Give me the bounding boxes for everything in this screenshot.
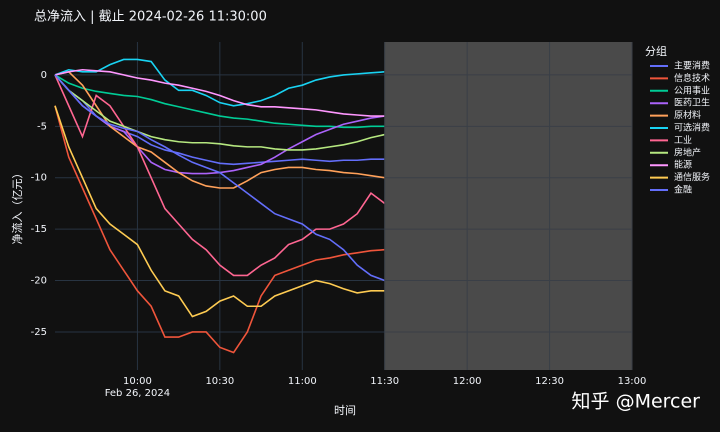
legend-label: 工业: [674, 135, 692, 146]
series-line: [54, 105, 385, 354]
x-tick-label: 12:00: [453, 376, 482, 387]
legend-label: 信息技术: [674, 72, 710, 84]
series-line: [54, 74, 386, 277]
y-axis-title: 净流入（亿元）: [10, 168, 24, 245]
legend-label: 能源: [674, 159, 692, 171]
legend-label: 可选消费: [674, 122, 710, 134]
watermark: 知乎 @Mercer: [572, 391, 701, 413]
series-line: [54, 58, 385, 107]
shaded-region: [384, 42, 632, 370]
y-tick-label: -10: [31, 173, 47, 184]
y-tick-label: -15: [31, 224, 47, 235]
x-date-label: Feb 26, 2024: [105, 388, 170, 399]
series-line: [54, 68, 385, 117]
x-tick-label: 11:30: [370, 376, 399, 387]
series-line: [54, 74, 385, 129]
legend-label: 房地产: [674, 146, 701, 158]
y-tick-label: 0: [41, 70, 47, 81]
legend-label: 医药卫生: [674, 97, 710, 109]
series-line: [54, 74, 385, 282]
chart-title: 总净流入 | 截止 2024-02-26 11:30:00: [34, 10, 267, 25]
y-tick-label: -5: [37, 121, 47, 132]
legend-label: 原材料: [674, 109, 701, 121]
x-tick-label: 13:00: [618, 376, 647, 387]
x-tick-label: 11:00: [288, 376, 317, 387]
legend-label: 金融: [674, 184, 692, 196]
series-line: [54, 74, 385, 151]
series-line: [54, 70, 385, 189]
legend-title: 分组: [645, 44, 667, 58]
x-axis-title: 时间: [334, 404, 356, 417]
legend-label: 公用事业: [674, 84, 710, 96]
y-tick-label: -25: [31, 327, 47, 338]
legend-label: 通信服务: [674, 171, 710, 183]
y-tick-label: -20: [31, 276, 47, 287]
legend-label: 主要消费: [674, 60, 710, 72]
x-tick-label: 10:00: [123, 376, 152, 387]
x-tick-label: 10:30: [205, 376, 234, 387]
series-line: [54, 105, 385, 318]
x-tick-label: 12:30: [535, 376, 564, 387]
